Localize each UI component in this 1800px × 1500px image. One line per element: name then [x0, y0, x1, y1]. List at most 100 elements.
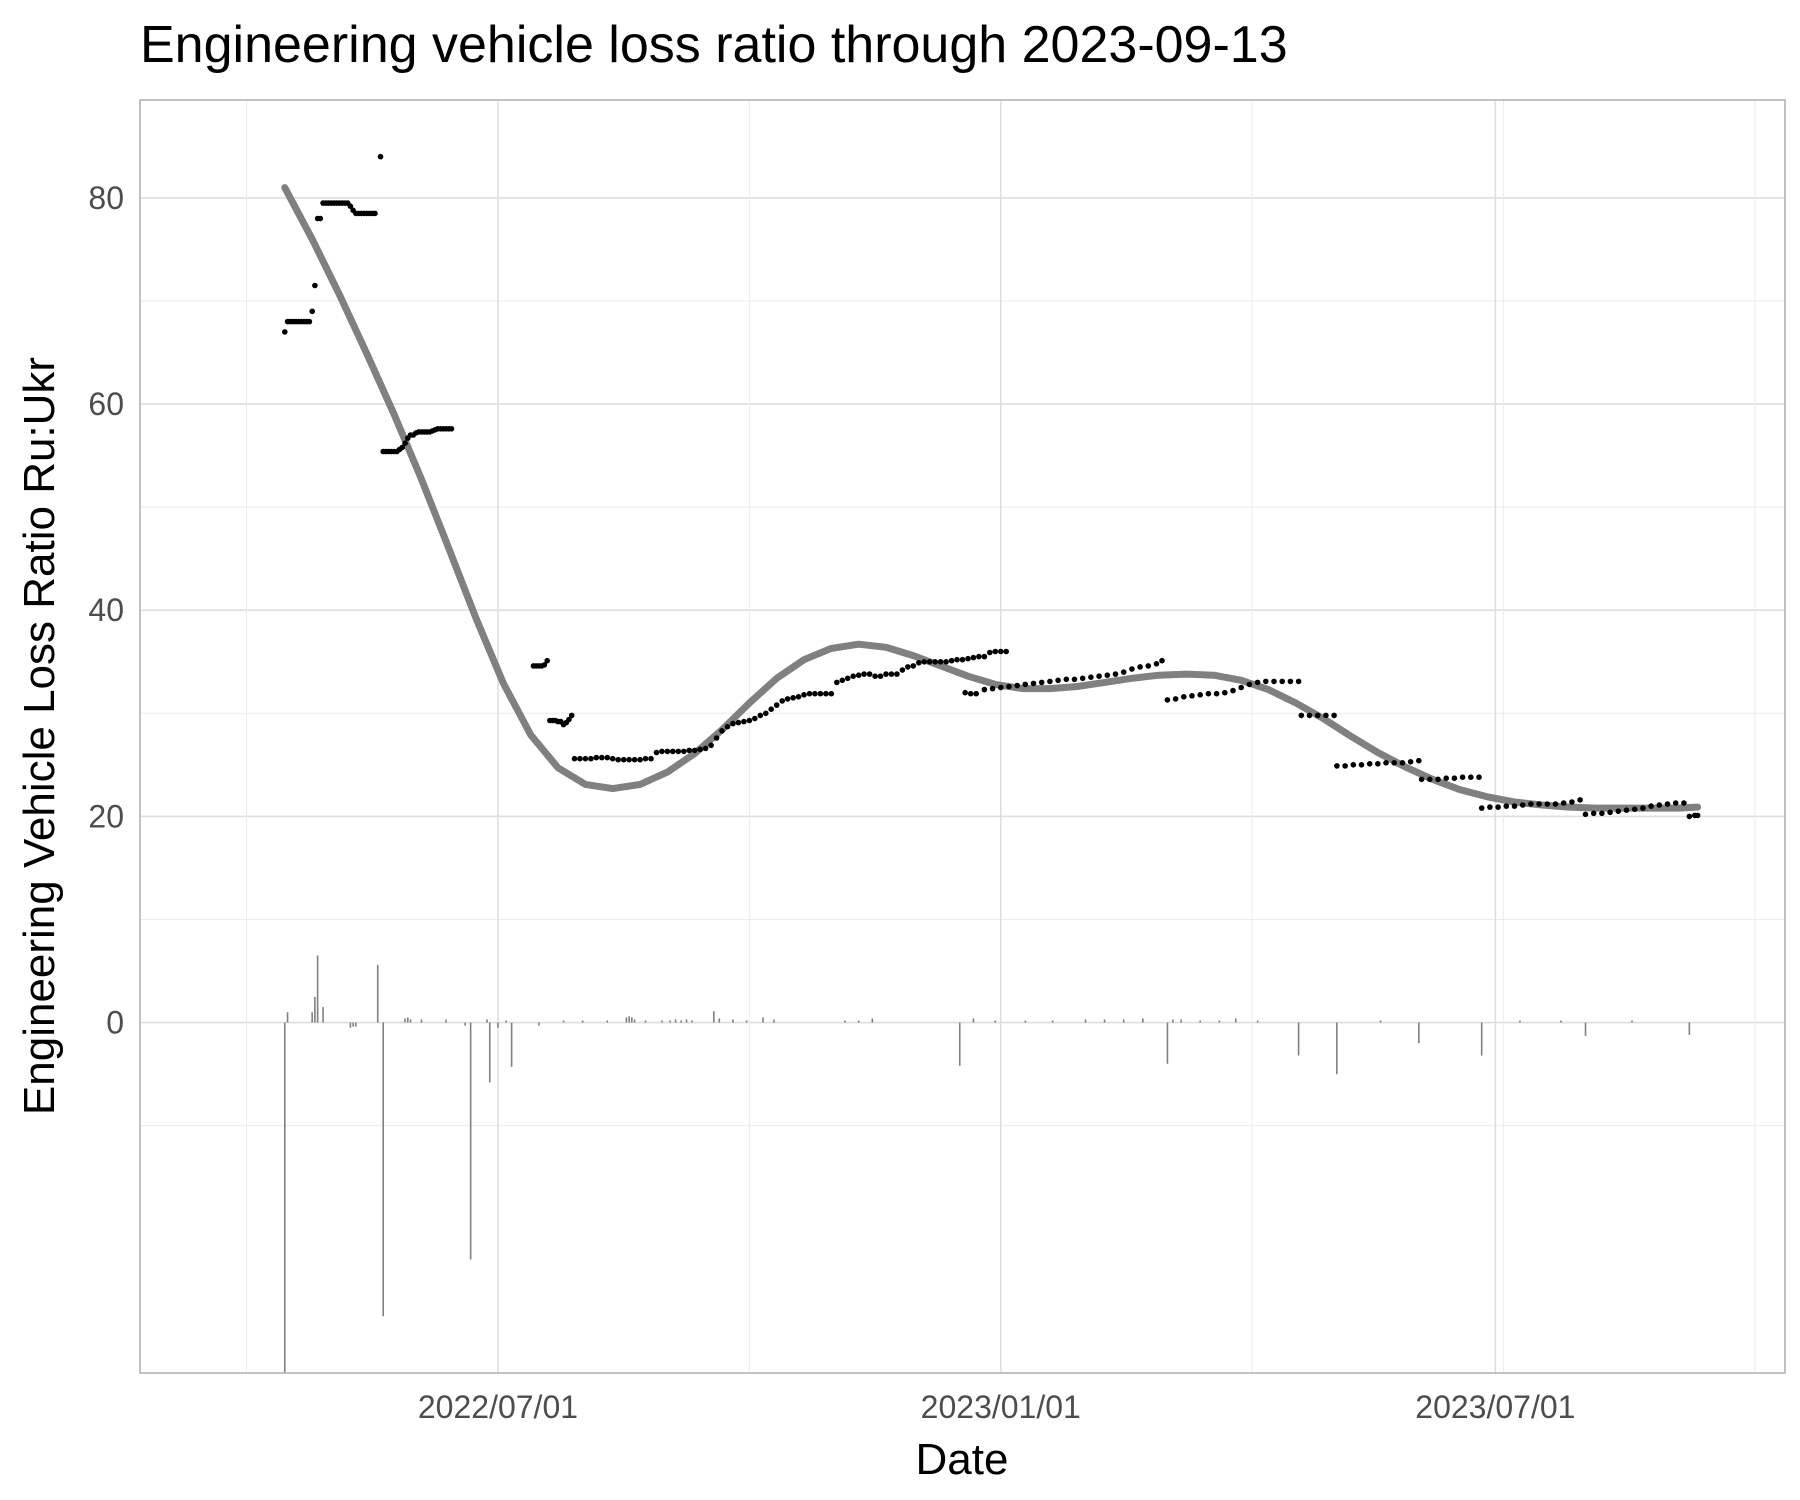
- data-point: [675, 748, 682, 755]
- data-point: [1164, 697, 1171, 703]
- data-point: [588, 755, 594, 762]
- data-point: [1495, 804, 1501, 810]
- data-point: [1222, 689, 1228, 696]
- data-point: [1399, 760, 1406, 766]
- y-tick-label: 40: [88, 592, 124, 628]
- data-point: [697, 746, 703, 753]
- data-point: [566, 716, 572, 723]
- data-point: [626, 756, 632, 763]
- data-point: [1295, 678, 1302, 685]
- data-point: [954, 656, 960, 663]
- data-point: [1071, 676, 1078, 683]
- data-point: [828, 690, 835, 697]
- data-point: [312, 282, 318, 289]
- data-point: [1287, 678, 1294, 685]
- data-point: [1536, 801, 1542, 807]
- data-point: [1443, 775, 1449, 781]
- data-point: [773, 702, 780, 708]
- data-point: [686, 747, 692, 754]
- data-point: [752, 715, 758, 722]
- panel-border: [139, 99, 1786, 1374]
- data-point: [1383, 760, 1389, 766]
- data-point: [1159, 657, 1165, 664]
- data-point: [1623, 807, 1630, 813]
- data-point: [1519, 802, 1526, 808]
- data-point: [1197, 692, 1203, 698]
- data-point: [965, 655, 971, 662]
- data-point: [1503, 803, 1510, 809]
- data-point: [1552, 801, 1559, 807]
- data-point: [1254, 679, 1261, 686]
- data-point: [681, 748, 687, 755]
- data-point: [834, 679, 840, 686]
- data-point: [817, 690, 824, 697]
- data-point: [724, 723, 731, 730]
- data-point: [1582, 811, 1589, 818]
- data-point: [653, 749, 660, 756]
- data-point: [1055, 677, 1061, 684]
- data-point: [937, 659, 944, 665]
- data-point: [1418, 776, 1425, 783]
- data-point: [593, 754, 600, 761]
- data-point: [959, 656, 966, 663]
- data-point: [989, 685, 996, 692]
- data-point: [1560, 800, 1567, 806]
- data-point: [599, 754, 605, 761]
- data-point: [1213, 690, 1220, 697]
- data-point: [883, 671, 889, 677]
- data-point: [1323, 712, 1329, 719]
- data-point: [1427, 776, 1433, 783]
- data-point: [839, 677, 846, 684]
- data-point: [670, 748, 676, 755]
- data-point: [768, 706, 774, 712]
- data-point: [981, 653, 988, 660]
- data-point: [932, 659, 938, 665]
- data-point: [1416, 757, 1422, 764]
- data-point: [1006, 683, 1012, 690]
- data-point: [1468, 774, 1474, 780]
- data-point: [1063, 676, 1070, 683]
- data-point: [1375, 761, 1381, 767]
- data-point: [1681, 800, 1687, 806]
- data-point: [1120, 669, 1127, 675]
- data-point: [604, 754, 611, 761]
- data-point: [1459, 774, 1466, 780]
- data-point: [916, 660, 922, 666]
- data-point: [702, 745, 709, 752]
- data-point: [1487, 804, 1493, 810]
- data-point: [620, 756, 627, 763]
- data-point: [1607, 809, 1613, 816]
- y-tick-label: 20: [88, 798, 124, 834]
- data-point: [615, 756, 621, 763]
- data-point: [779, 698, 785, 704]
- data-point: [894, 671, 900, 677]
- data-point: [921, 659, 927, 665]
- data-point: [1306, 712, 1313, 719]
- data-point: [1263, 678, 1269, 685]
- data-point: [1246, 681, 1253, 688]
- x-tick-label: 2023/07/01: [1415, 1389, 1575, 1425]
- data-point: [1451, 775, 1458, 781]
- data-point: [910, 663, 917, 669]
- data-point: [801, 692, 807, 698]
- data-point: [719, 728, 725, 734]
- data-point: [1047, 678, 1053, 685]
- data-point: [1030, 680, 1037, 687]
- data-point: [1478, 805, 1485, 811]
- bars-layer: [284, 955, 1691, 1373]
- data-point: [1672, 800, 1679, 806]
- data-point: [1129, 666, 1135, 672]
- data-point: [992, 648, 999, 655]
- data-point: [637, 756, 643, 763]
- data-point: [1590, 810, 1597, 817]
- data-point: [282, 329, 288, 335]
- data-point: [664, 748, 671, 755]
- data-point: [1137, 664, 1143, 670]
- data-point: [1407, 759, 1414, 765]
- data-point: [1205, 690, 1212, 697]
- data-point: [1022, 681, 1029, 688]
- data-point: [823, 690, 829, 697]
- data-point: [1172, 696, 1179, 702]
- y-axis-label: Engineering Vehicle Loss Ratio Ru:Ukr: [15, 357, 64, 1115]
- data-point: [905, 664, 911, 670]
